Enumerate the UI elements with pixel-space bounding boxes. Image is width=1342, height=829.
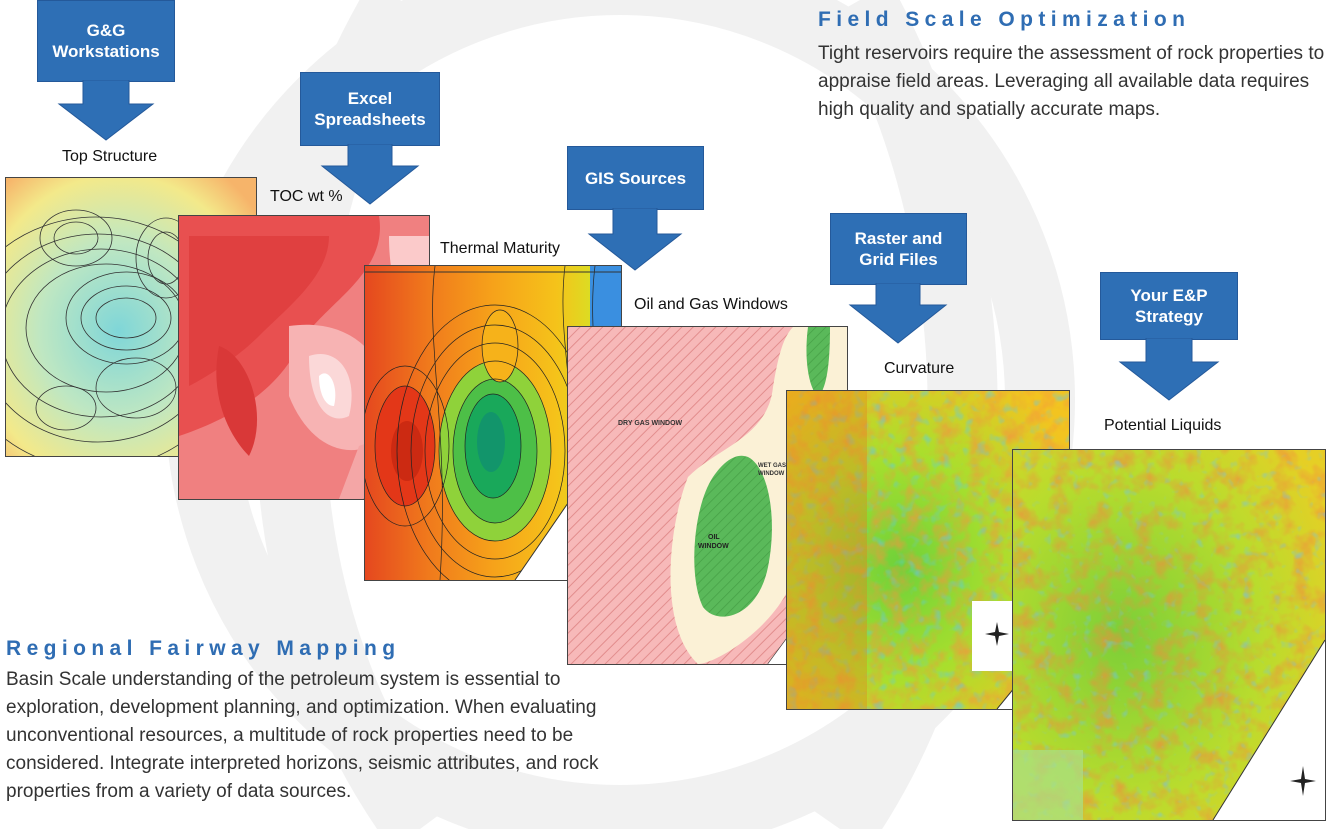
gis-sources-label: GIS Sources — [567, 146, 704, 210]
field-scale-body: Tight reservoirs require the assessment … — [818, 43, 1325, 120]
toc-label: TOC wt % — [270, 188, 343, 205]
ep-strategy-label: Your E&P Strategy — [1100, 272, 1238, 340]
curvature-label: Curvature — [884, 360, 955, 377]
wet-gas-label-2: WINDOW — [758, 471, 785, 477]
compass-icon — [1290, 766, 1316, 796]
field-scale-title: Field Scale Optimization — [818, 8, 1191, 31]
down-arrow-icon — [57, 80, 155, 141]
raster-grid-files-label: Raster and Grid Files — [830, 213, 967, 285]
down-arrow-icon — [320, 144, 420, 205]
potential-liquids-label: Potential Liquids — [1104, 417, 1222, 434]
gg-workstations-label: G&G Workstations — [37, 0, 175, 82]
gis-sources-arrow: GIS Sources — [567, 146, 704, 272]
dry-gas-window-label: DRY GAS WINDOW — [618, 420, 683, 427]
gg-workstations-arrow: G&G Workstations — [37, 0, 175, 141]
curvature-map — [786, 390, 1070, 710]
excel-spreadsheets-arrow: Excel Spreadsheets — [300, 72, 440, 206]
regional-fairway-body: Basin Scale understanding of the petrole… — [6, 669, 599, 802]
excel-spreadsheets-label: Excel Spreadsheets — [300, 72, 440, 146]
regional-fairway-title: Regional Fairway Mapping — [6, 637, 401, 660]
down-arrow-icon — [587, 208, 683, 271]
down-arrow-icon — [1118, 338, 1220, 401]
raster-grid-files-arrow: Raster and Grid Files — [830, 213, 967, 345]
oil-gas-windows-label: Oil and Gas Windows — [634, 296, 788, 313]
oil-window-label-2: WINDOW — [698, 543, 729, 550]
oil-window-label-1: OIL — [708, 534, 720, 541]
ep-strategy-arrow: Your E&P Strategy — [1100, 272, 1238, 402]
compass-icon — [985, 622, 1009, 646]
down-arrow-icon — [848, 283, 948, 344]
top-structure-label: Top Structure — [62, 148, 158, 165]
potential-liquids-map — [1012, 449, 1326, 821]
thermal-maturity-label: Thermal Maturity — [440, 240, 561, 257]
wet-gas-label-1: WET GAS — [758, 463, 786, 469]
